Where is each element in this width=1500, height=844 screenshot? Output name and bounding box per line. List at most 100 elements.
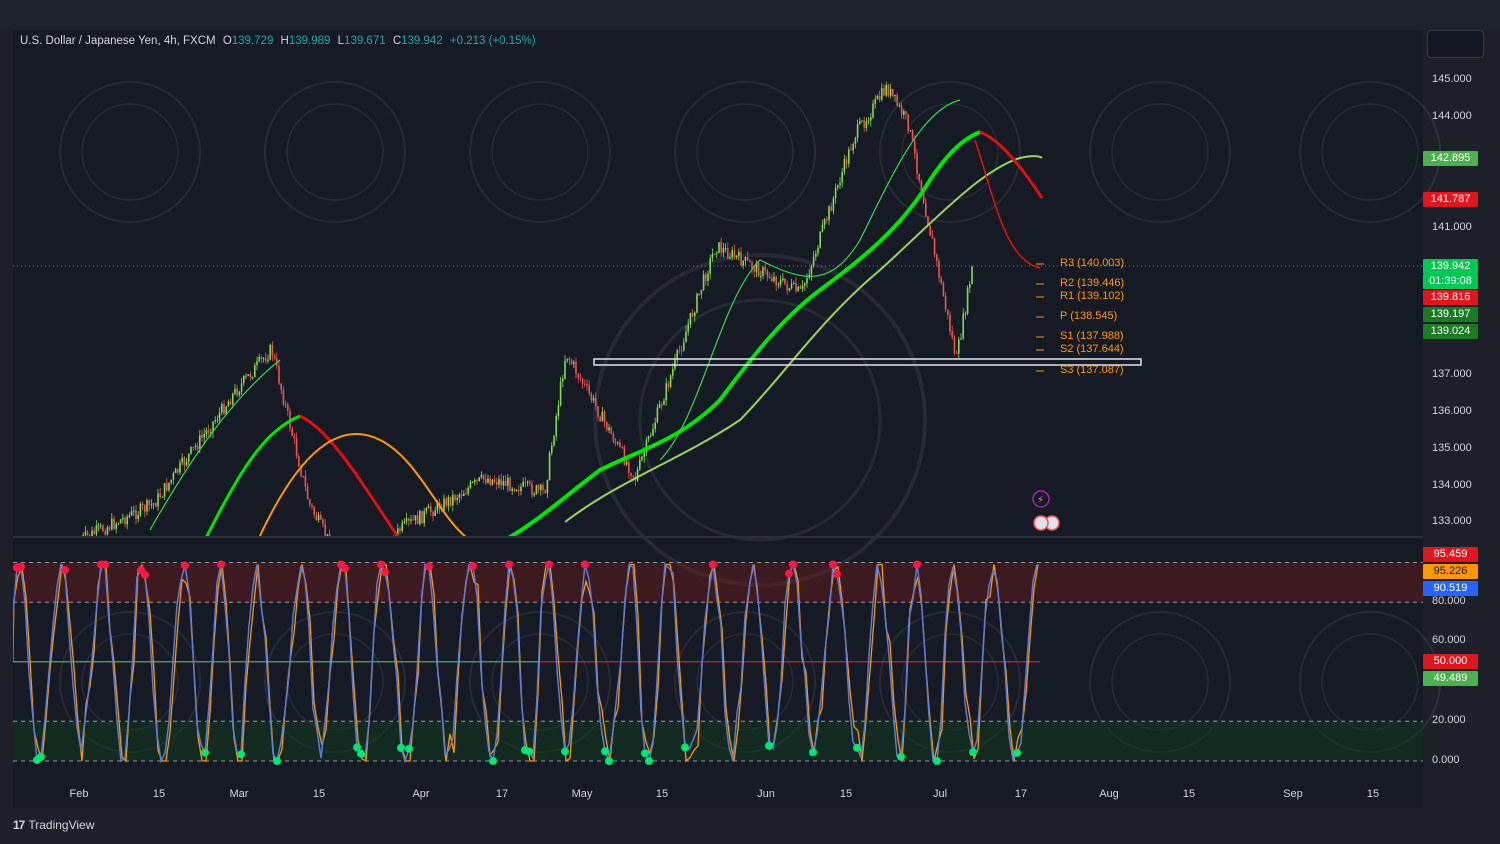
osc-signal-dot [381,568,389,577]
candle-body [652,429,654,436]
scale-settings-button[interactable] [1427,30,1484,58]
candle-body [522,481,524,487]
candle-body [416,515,419,525]
osc-signal-dot [969,748,977,757]
candle-body [953,337,956,354]
candle-body [685,331,687,343]
candle-body [287,404,289,411]
candle-body [786,284,788,291]
price-tick: 137.000 [1432,368,1472,380]
candle-body [817,247,819,254]
candle-body [834,187,837,199]
osc-signal-dot [181,561,189,570]
watermark-circle [286,103,384,201]
candle-body [155,503,157,507]
candle-body [229,401,232,405]
candle-body [491,479,494,485]
candle-body [449,496,452,506]
candle-body [245,375,247,377]
candle-body [137,514,139,520]
time-tick: 17 [1014,788,1028,800]
candle-body [768,276,771,279]
candle-body [324,524,326,536]
pivot-label-s1: S1 (137.988) [1060,330,1124,342]
candle-body [927,216,929,226]
candle-body [628,461,630,473]
candle-body [751,262,753,269]
candle-body [500,479,502,486]
candle-body [674,358,676,369]
candle-body [166,483,168,491]
change-value: +0.213 (+0.15%) [449,35,536,47]
candle-body [126,516,128,525]
candle-body [313,506,315,515]
last-price-badge: 139.942 [1423,259,1478,274]
candle-body [812,256,815,266]
watermark-circle [491,103,589,201]
candle-body [265,358,267,362]
candle-body [485,479,487,483]
candle-body [929,225,931,236]
candle-body [273,355,276,359]
candle-body [192,446,194,448]
candle-body [489,478,491,485]
candle-body [942,282,945,297]
osc-signal-dot [809,748,817,757]
candle-body [91,530,93,536]
watermark-circle [59,81,201,223]
candle-body [161,496,164,498]
candle-body [460,494,463,496]
price-tick: 133.000 [1432,515,1472,527]
candle-body [966,287,969,314]
candle-body [793,282,795,284]
candle-body [933,238,936,255]
osc-signal-dot [101,560,109,569]
candle-body [205,430,208,434]
candle-body [799,286,802,289]
candle-body [581,378,584,384]
candle-body [249,374,252,378]
candle-body [643,452,645,457]
time-tick: 15 [312,788,326,800]
osc-signal-dot [17,563,25,572]
candle-body [876,96,879,100]
candle-body [388,553,390,554]
candle-body [848,149,850,164]
candle-body [720,242,722,253]
candle-body [570,360,573,365]
lightning-glyph: ⚡ [1037,495,1044,506]
price-tick: 141.000 [1432,221,1472,233]
candle-body [524,481,527,483]
pivot-label-s3: S3 (137.087) [1060,364,1124,376]
candle-body [702,274,705,290]
tradingview-brand[interactable]: 17 TradingView [13,818,94,832]
candle-body [889,88,892,96]
candle-body [504,480,507,486]
candle-body [540,484,542,490]
candle-body [713,253,716,255]
candle-body [632,475,634,477]
candle-body [837,185,839,188]
low-value: 139.671 [344,35,386,47]
chart-pane[interactable] [13,30,1423,808]
osc-signal-dot [545,560,553,569]
candle-body [267,359,269,362]
candle-body [839,182,841,186]
candle-body [936,254,938,261]
candle-body [159,493,161,498]
candle-body [139,503,142,515]
osc-d-line [13,562,1038,764]
candle-body [911,130,914,141]
time-tick: Apr [412,788,430,800]
candle-body [317,515,320,521]
candle-body [788,288,791,291]
time-tick: Jul [932,788,948,800]
candle-body [764,267,766,271]
time-tick: 15 [152,788,166,800]
osc-value-badge: 49.489 [1423,671,1478,686]
symbol-title[interactable]: U.S. Dollar / Japanese Yen, 4h, FXCM [20,35,216,47]
osc-signal-dot [913,560,921,569]
candle-body [393,539,395,545]
candle-body [196,445,199,450]
